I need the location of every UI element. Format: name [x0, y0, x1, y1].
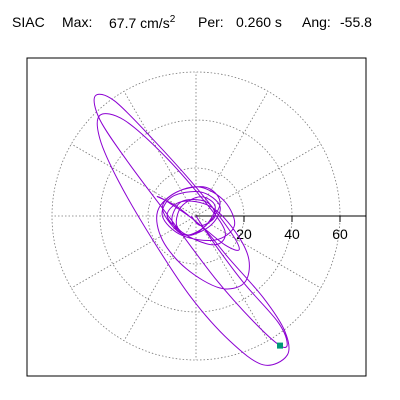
x-axis-ticks: 20 40 60	[236, 216, 348, 242]
x-tick-label: 20	[236, 226, 252, 242]
station-name: SIAC	[12, 14, 45, 30]
per-label: Per:	[198, 14, 224, 30]
per-value: 0.260 s	[236, 14, 282, 30]
x-tick-label: 40	[284, 226, 300, 242]
grid-spoke	[71, 143, 197, 217]
max-label: Max:	[62, 14, 93, 30]
grid-spoke	[195, 143, 321, 217]
grid-spoke	[71, 215, 197, 289]
ang-value: -55.8	[340, 14, 372, 30]
max-exponent: 2	[169, 14, 176, 25]
polar-grid	[51, 71, 341, 361]
max-value-text: 67.7 cm/s	[109, 15, 170, 31]
grid-spoke	[195, 91, 269, 217]
max-value: 67.7 cm/s2	[109, 14, 175, 31]
grid-spoke	[123, 91, 197, 217]
trace-line	[93, 93, 290, 366]
grid-spoke	[195, 215, 269, 341]
grid-spoke	[123, 215, 197, 341]
trace-end-marker	[277, 342, 283, 349]
chart-title: SIAC Max: 67.7 cm/s2 Per: 0.260 s Ang: -…	[0, 14, 400, 38]
grid-spoke	[195, 215, 321, 289]
x-tick-label: 60	[332, 226, 348, 242]
ang-label: Ang:	[302, 14, 331, 30]
